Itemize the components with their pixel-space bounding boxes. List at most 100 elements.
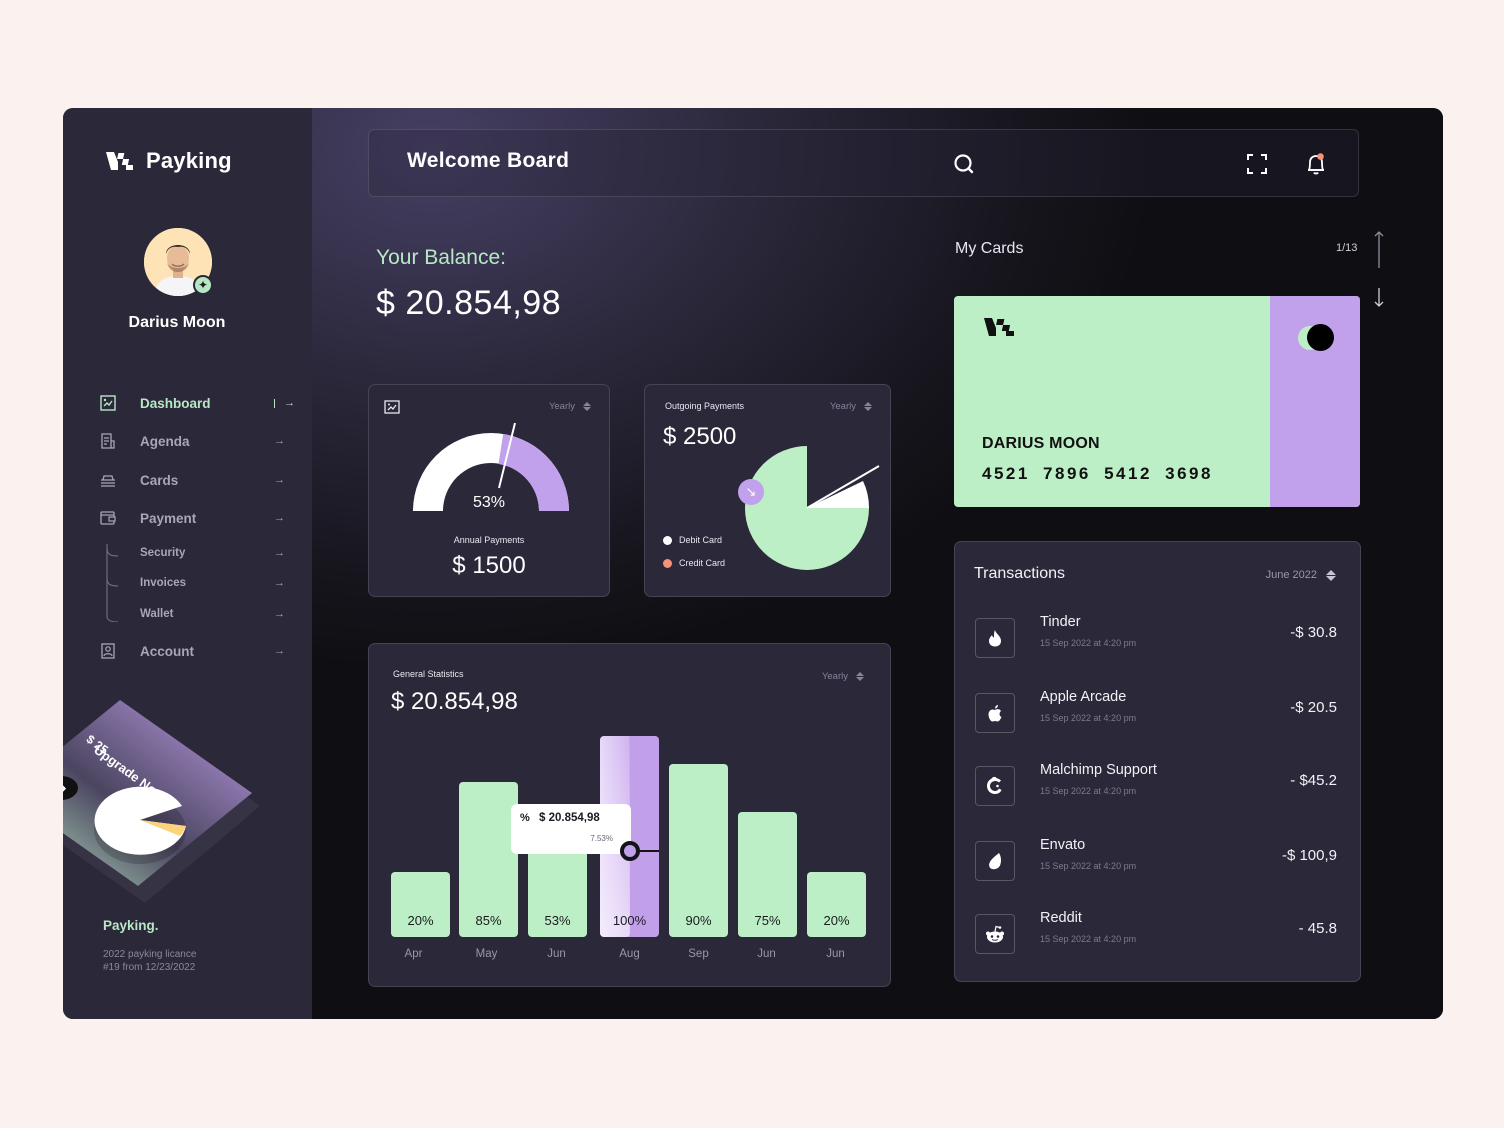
period-select[interactable]: Yearly — [830, 401, 872, 412]
legend-label: Credit Card — [679, 558, 726, 568]
card-number: 4521 7896 5412 3698 — [982, 464, 1213, 483]
transaction-name: Envato — [1040, 837, 1086, 853]
sort-updown-icon — [1326, 569, 1336, 581]
arrow-right-icon: → — [274, 645, 285, 657]
transaction-amount: -$ 100,9 — [1281, 847, 1337, 864]
sidebar-item-account[interactable]: Account → — [99, 640, 289, 662]
bar-label: 90% — [685, 913, 712, 928]
bar[interactable]: 20% — [807, 872, 866, 937]
bar[interactable]: 85% — [459, 782, 518, 937]
sidebar-item-payment[interactable]: Payment → — [99, 507, 289, 529]
card-title: Outgoing Payments — [665, 401, 745, 411]
document-icon — [99, 432, 117, 450]
transaction-row[interactable]: Apple Arcade 15 Sep 2022 at 4:20 pm -$ 2… — [975, 689, 1337, 735]
upgrade-card-graphic — [63, 700, 260, 903]
transaction-row[interactable]: Envato 15 Sep 2022 at 4:20 pm -$ 100,9 — [975, 837, 1337, 883]
arrow-right-icon: → — [274, 512, 285, 524]
licence-info: 2022 payking licance #19 from 12/23/2022 — [103, 948, 196, 974]
add-photo-badge[interactable]: ✦ — [193, 275, 213, 295]
transaction-row[interactable]: Tinder 15 Sep 2022 at 4:20 pm -$ 30.8 — [975, 614, 1337, 660]
cards-pager: 1/13 — [1336, 242, 1358, 254]
bell-icon — [1308, 153, 1324, 175]
arrow-down-right-icon: ↘ — [745, 484, 757, 499]
upgrade-arrow-button[interactable]: ➜ — [63, 776, 78, 800]
card-side-stripe — [1270, 296, 1360, 507]
bar[interactable]: 20% — [391, 872, 450, 937]
arrow-right-icon: → — [274, 577, 285, 589]
x-axis-label: Jun — [757, 948, 776, 960]
pie-chart — [745, 446, 880, 570]
sidebar-item-label: Payment — [140, 510, 197, 526]
bar[interactable]: 90% — [669, 764, 728, 937]
brand[interactable]: Payking — [106, 148, 232, 174]
bar[interactable]: 75% — [738, 812, 797, 937]
legend-item: Credit Card — [663, 558, 725, 568]
cards-stack-icon — [99, 471, 117, 489]
sidebar-item-invoices[interactable]: Invoices → — [99, 572, 289, 594]
transaction-date: 15 Sep 2022 at 4:20 pm — [1040, 713, 1137, 723]
transaction-row[interactable]: Reddit 15 Sep 2022 at 4:20 pm - 45.8 — [975, 910, 1337, 956]
account-badge-icon — [99, 642, 117, 660]
arrow-right-icon: → — [274, 474, 285, 486]
payment-card[interactable]: DARIUS MOON 4521 7896 5412 3698 — [954, 296, 1360, 507]
avatar[interactable] — [144, 228, 212, 296]
period-select[interactable]: Yearly — [549, 401, 591, 412]
transactions-panel: Transactions June 2022 Tinder 15 Sep 202… — [954, 541, 1361, 982]
transaction-name: Tinder — [1040, 614, 1081, 630]
sidebar-item-agenda[interactable]: Agenda → — [99, 430, 289, 452]
period-value: Yearly — [821, 671, 848, 682]
stats-value: $ 20.854,98 — [391, 688, 518, 715]
arrow-right-icon: ➜ — [63, 780, 67, 797]
licence-line: #19 from 12/23/2022 — [103, 962, 196, 973]
transaction-row[interactable]: Malchimp Support 15 Sep 2022 at 4:20 pm … — [975, 762, 1337, 808]
fullscreen-button[interactable] — [1245, 152, 1269, 176]
x-axis-label: Aug — [619, 948, 640, 960]
outgoing-payments-card: Outgoing Payments Yearly $ 2500 ↘ Debit … — [644, 384, 891, 597]
x-axis-label: Apr — [404, 948, 423, 960]
sidebar-item-cards[interactable]: Cards → — [99, 469, 289, 491]
scroll-down-button[interactable] — [1372, 286, 1386, 315]
chart-marker-handle[interactable] — [620, 841, 640, 861]
transaction-name: Reddit — [1040, 910, 1082, 926]
sidebar-item-security[interactable]: Security → — [99, 542, 289, 564]
transaction-amount: - $45.2 — [1290, 772, 1337, 789]
sidebar-item-dashboard[interactable]: Dashboard → — [99, 392, 295, 414]
notifications-button[interactable] — [1304, 152, 1328, 176]
fullscreen-icon — [1247, 154, 1267, 174]
sidebar-item-label: Cards — [140, 472, 179, 488]
top-header: Welcome Board — [368, 129, 1359, 197]
sidebar-item-wallet[interactable]: Wallet → — [99, 603, 289, 625]
annual-payments-label: Annual Payments — [453, 535, 525, 545]
transaction-date: 15 Sep 2022 at 4:20 pm — [1040, 786, 1137, 796]
legend-dot — [663, 535, 672, 545]
balance-label: Your Balance: — [376, 246, 506, 269]
balance-value: $ 20.854,98 — [376, 284, 562, 322]
transaction-name: Apple Arcade — [1040, 689, 1127, 705]
main-content: Welcome Board Your Balance: $ 20.854,98 … — [312, 108, 1443, 1019]
apple-icon — [975, 693, 1015, 733]
chart-image-icon — [99, 394, 117, 412]
arrow-right-icon: → — [274, 435, 285, 447]
sparkle-icon: ✦ — [197, 278, 209, 292]
transaction-date: 15 Sep 2022 at 4:20 pm — [1040, 861, 1137, 871]
transaction-amount: -$ 30.8 — [1290, 624, 1337, 641]
tooltip-value: $ 20.854,98 — [539, 812, 600, 824]
payking-logo-icon — [106, 152, 133, 170]
envato-leaf-icon — [975, 841, 1015, 881]
upgrade-card[interactable]: ➜ Upgrade Now $ 25 — [63, 698, 270, 908]
sidebar-item-label: Dashboard — [140, 395, 211, 411]
scroll-up-button[interactable] — [1372, 230, 1386, 275]
period-select[interactable]: Yearly — [822, 671, 864, 682]
outgoing-value: $ 2500 — [663, 423, 737, 450]
x-axis-label: Jun — [826, 948, 845, 960]
search-button[interactable] — [952, 152, 976, 176]
chart-tooltip: % $ 20.854,98 7.53% — [511, 804, 631, 854]
period-select[interactable]: June 2022 — [1266, 569, 1336, 581]
gauge-percent: 53% — [472, 494, 506, 511]
reddit-icon — [975, 914, 1015, 954]
bar-label: 85% — [475, 913, 502, 928]
annual-payments-value: $ 1500 — [452, 552, 526, 579]
sort-updown-icon — [583, 402, 591, 411]
active-indicator — [274, 398, 275, 408]
gauge-chart — [413, 423, 569, 511]
